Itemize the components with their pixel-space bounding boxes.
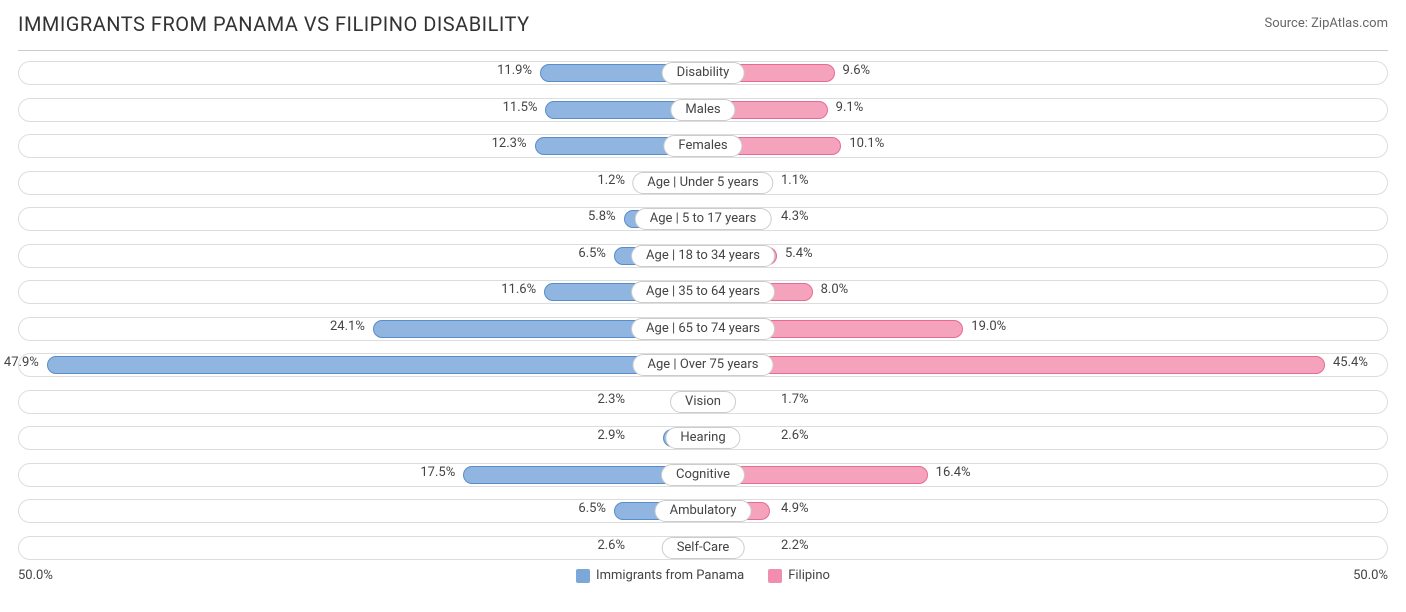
value-label-right: 5.4% bbox=[785, 246, 813, 261]
legend-item-left: Immigrants from Panama bbox=[576, 568, 744, 583]
value-label-right: 9.1% bbox=[836, 100, 864, 115]
category-label: Age | Over 75 years bbox=[633, 354, 774, 376]
value-label-right: 4.9% bbox=[781, 501, 809, 516]
axis-right-max: 50.0% bbox=[1353, 568, 1388, 583]
value-label-right: 2.2% bbox=[781, 538, 809, 553]
category-label: Disability bbox=[662, 62, 745, 84]
category-label: Ambulatory bbox=[655, 500, 752, 522]
category-label: Hearing bbox=[665, 427, 740, 449]
header: IMMIGRANTS FROM PANAMA VS FILIPINO DISAB… bbox=[0, 0, 1406, 42]
chart-row: 17.5% 16.4% Cognitive bbox=[18, 459, 1388, 491]
source-label: Source: ZipAtlas.com bbox=[1264, 12, 1388, 31]
legend-label-right: Filipino bbox=[788, 568, 830, 583]
category-label: Age | 35 to 64 years bbox=[631, 281, 775, 303]
chart-footer: 50.0% Immigrants from Panama Filipino 50… bbox=[18, 568, 1388, 583]
legend-label-left: Immigrants from Panama bbox=[596, 568, 744, 583]
value-label-left: 2.6% bbox=[597, 538, 625, 553]
value-label-left: 11.9% bbox=[497, 63, 532, 78]
value-label-right: 45.4% bbox=[1333, 355, 1368, 370]
category-label: Age | 65 to 74 years bbox=[631, 318, 775, 340]
chart-row: 11.6% 8.0% Age | 35 to 64 years bbox=[18, 276, 1388, 308]
category-label: Vision bbox=[670, 391, 736, 413]
category-label: Age | 5 to 17 years bbox=[635, 208, 772, 230]
value-label-right: 9.6% bbox=[843, 63, 871, 78]
value-label-right: 2.6% bbox=[781, 428, 809, 443]
category-label: Males bbox=[670, 99, 735, 121]
value-label-left: 5.8% bbox=[588, 209, 616, 224]
bar-right bbox=[703, 356, 1325, 374]
legend-swatch-left bbox=[576, 569, 590, 583]
value-label-left: 2.3% bbox=[597, 392, 625, 407]
axis-left-max: 50.0% bbox=[18, 568, 53, 583]
category-label: Females bbox=[663, 135, 742, 157]
legend-swatch-right bbox=[768, 569, 782, 583]
value-label-left: 11.5% bbox=[503, 100, 538, 115]
source-prefix: Source: bbox=[1264, 16, 1311, 31]
value-label-right: 1.1% bbox=[781, 173, 809, 188]
value-label-left: 6.5% bbox=[578, 501, 606, 516]
chart-row: 2.6% 2.2% Self-Care bbox=[18, 532, 1388, 564]
value-label-left: 12.3% bbox=[492, 136, 527, 151]
chart-area: 11.9% 9.6% Disability 11.5% 9.1% Males 12.3% 10… bbox=[18, 50, 1388, 564]
chart-row: 12.3% 10.1% Females bbox=[18, 130, 1388, 162]
value-label-left: 6.5% bbox=[578, 246, 606, 261]
value-label-left: 2.9% bbox=[597, 428, 625, 443]
category-label: Cognitive bbox=[661, 464, 745, 486]
value-label-right: 16.4% bbox=[936, 465, 971, 480]
value-label-right: 1.7% bbox=[781, 392, 809, 407]
chart-title: IMMIGRANTS FROM PANAMA VS FILIPINO DISAB… bbox=[18, 12, 530, 36]
value-label-right: 8.0% bbox=[821, 282, 849, 297]
chart-row: 2.9% 2.6% Hearing bbox=[18, 422, 1388, 454]
chart-row: 11.5% 9.1% Males bbox=[18, 94, 1388, 126]
chart-row: 6.5% 4.9% Ambulatory bbox=[18, 495, 1388, 527]
value-label-left: 1.2% bbox=[597, 173, 625, 188]
value-label-left: 24.1% bbox=[330, 319, 365, 334]
legend: Immigrants from Panama Filipino bbox=[576, 568, 830, 583]
chart-row: 5.8% 4.3% Age | 5 to 17 years bbox=[18, 203, 1388, 235]
chart-row: 1.2% 1.1% Age | Under 5 years bbox=[18, 167, 1388, 199]
chart-row: 11.9% 9.6% Disability bbox=[18, 57, 1388, 89]
chart-row: 2.3% 1.7% Vision bbox=[18, 386, 1388, 418]
source-name: ZipAtlas.com bbox=[1311, 16, 1388, 31]
value-label-left: 17.5% bbox=[420, 465, 455, 480]
bar-left bbox=[47, 356, 703, 374]
value-label-right: 4.3% bbox=[781, 209, 809, 224]
category-label: Self-Care bbox=[662, 537, 745, 559]
value-label-left: 47.9% bbox=[4, 355, 39, 370]
value-label-left: 11.6% bbox=[501, 282, 536, 297]
chart-row: 24.1% 19.0% Age | 65 to 74 years bbox=[18, 313, 1388, 345]
chart-row: 6.5% 5.4% Age | 18 to 34 years bbox=[18, 240, 1388, 272]
value-label-right: 10.1% bbox=[849, 136, 884, 151]
category-label: Age | Under 5 years bbox=[632, 172, 773, 194]
category-label: Age | 18 to 34 years bbox=[631, 245, 775, 267]
legend-item-right: Filipino bbox=[768, 568, 830, 583]
chart-row: 47.9%45.4%Age | Over 75 years bbox=[18, 349, 1388, 381]
value-label-right: 19.0% bbox=[971, 319, 1006, 334]
